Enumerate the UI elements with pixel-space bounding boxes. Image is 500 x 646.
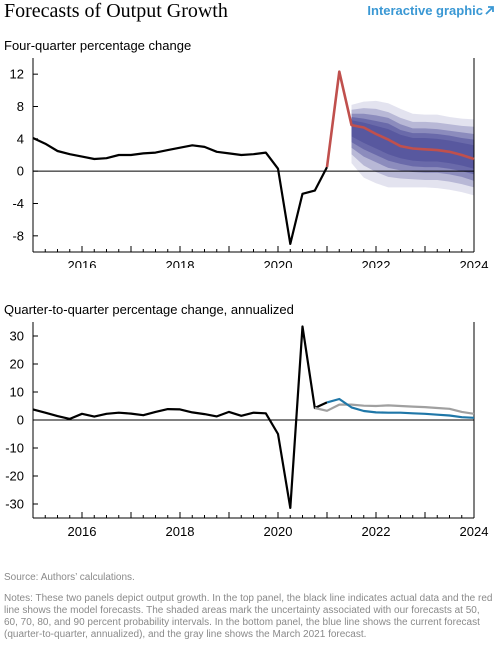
top-chart-fan-50-percent-band — [351, 120, 474, 169]
top-chart-y-tick-label: 8 — [17, 99, 24, 114]
bottom-chart-y-tick-label: -10 — [5, 441, 24, 456]
interactive-graphic-label: Interactive graphic — [367, 3, 483, 18]
bottom-chart-y-tick-label: -20 — [5, 469, 24, 484]
bottom-chart-y-tick-label: -30 — [5, 497, 24, 512]
top-chart-y-tick-label: -8 — [12, 228, 24, 243]
bottom-chart-actual-line — [32, 325, 328, 509]
top-chart-y-tick-label: 0 — [17, 164, 24, 179]
top-chart-forecast-line — [325, 70, 475, 168]
top-chart-subtitle: Four-quarter percentage change — [4, 38, 192, 53]
source-note: Source: Authors’ calculations. — [4, 572, 135, 583]
bottom-chart-y-tick-label: 10 — [10, 385, 24, 400]
top-chart-x-tick-label: 2022 — [362, 258, 391, 268]
bottom-chart-x-tick-label: 2016 — [68, 524, 97, 539]
arrow-up-right-icon — [485, 3, 494, 18]
quarter-to-quarter-growth-chart: -30 -20 -10 0 10 20 30 2016 2018 2020 2022 2024 — [5, 322, 489, 539]
top-chart-x-tick-label: 2024 — [460, 258, 489, 268]
top-chart-x-tick-label: 2020 — [264, 258, 293, 268]
four-quarter-growth-chart: -8 -4 0 4 8 12 2016 2018 2020 2022 2024 — [10, 58, 489, 268]
top-chart-x-tick-label: 2016 — [68, 258, 97, 268]
top-chart-y-tick-label: -4 — [12, 196, 24, 211]
chart-notes: Notes: These two panels depict output gr… — [4, 593, 493, 640]
bottom-chart-subtitle: Quarter-to-quarter percentage change, an… — [4, 302, 294, 317]
bottom-chart-x-tick-label: 2022 — [362, 524, 391, 539]
bottom-chart-march-forecast-line — [314, 403, 475, 415]
bottom-chart-y-tick-label: 0 — [17, 413, 24, 428]
top-chart-actual-line — [32, 137, 328, 245]
interactive-graphic-link[interactable]: Interactive graphic — [367, 3, 494, 18]
bottom-chart-current-forecast-line — [326, 397, 475, 419]
bottom-chart-y-tick-label: 30 — [10, 329, 24, 344]
bottom-chart-x-tick-label: 2018 — [166, 524, 195, 539]
top-chart-y-tick-label: 4 — [17, 131, 24, 146]
top-chart-x-tick-label: 2018 — [166, 258, 195, 268]
bottom-chart-x-tick-label: 2024 — [460, 524, 489, 539]
bottom-chart-y-tick-label: 20 — [10, 357, 24, 372]
top-chart-y-tick-label: 12 — [10, 67, 24, 82]
page-title: Forecasts of Output Growth — [4, 0, 228, 22]
bottom-chart-x-tick-label: 2020 — [264, 524, 293, 539]
